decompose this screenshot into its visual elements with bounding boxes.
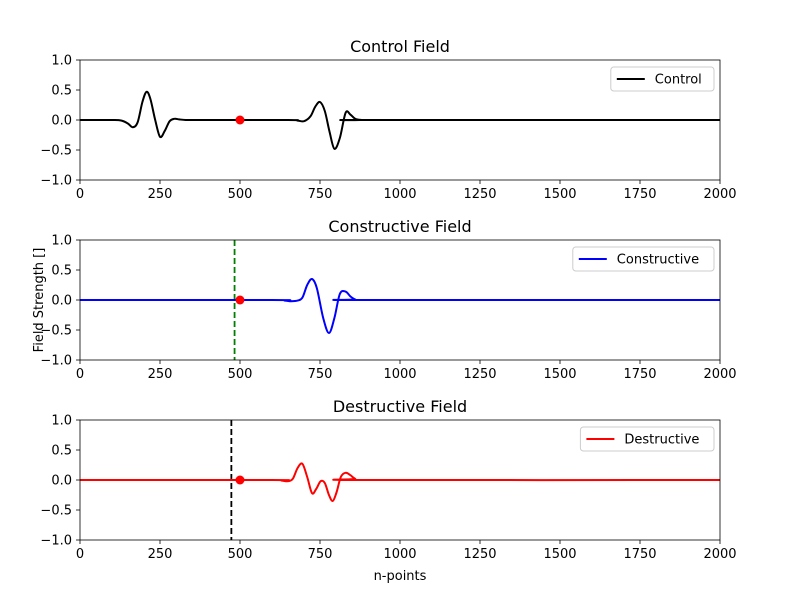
- x-tick-label: 750: [308, 187, 333, 202]
- x-tick-label: 1250: [463, 367, 496, 382]
- x-tick-label: 1500: [543, 187, 576, 202]
- x-tick-label: 1750: [623, 547, 656, 562]
- x-tick-label: 2000: [703, 187, 736, 202]
- y-tick-label: 0.5: [51, 84, 72, 99]
- legend-label: Destructive: [624, 433, 699, 448]
- data-point-marker: [235, 475, 245, 485]
- legend-label: Constructive: [617, 253, 699, 268]
- data-point-marker: [235, 115, 245, 125]
- subplot-title: Destructive Field: [333, 397, 467, 416]
- x-tick-label: 2000: [703, 547, 736, 562]
- x-tick-label: 1000: [383, 187, 416, 202]
- x-tick-label: 250: [148, 187, 173, 202]
- axes-frame: [79, 419, 721, 541]
- x-tick-label: 500: [228, 367, 253, 382]
- x-tick-label: 1000: [383, 367, 416, 382]
- legend: Destructive: [579, 426, 715, 452]
- x-tick-label: 250: [148, 547, 173, 562]
- y-tick-label: 0.5: [51, 444, 72, 459]
- legend-box: [579, 426, 715, 452]
- legend: Constructive: [572, 246, 715, 272]
- x-tick-label: 0: [76, 367, 84, 382]
- axes-frame: [79, 59, 721, 181]
- subplot-2: Constructive Field 0 250 500 750 1000 1250 1500…: [40, 217, 736, 382]
- series-line-control: [79, 90, 720, 150]
- y-tick-label: 1.0: [51, 54, 72, 69]
- y-tick-label: −1.0: [40, 174, 72, 189]
- shared-ylabel: Field Strength []: [32, 248, 47, 353]
- x-tick-label: 0: [76, 187, 84, 202]
- y-tick-label: −1.0: [40, 354, 72, 369]
- axes-frame: [79, 239, 721, 361]
- y-tick-label: −0.5: [40, 144, 72, 159]
- shared-xlabel: n-points: [374, 569, 427, 584]
- x-tick-label: 500: [228, 547, 253, 562]
- x-tick-label: 1750: [623, 187, 656, 202]
- x-tick-label: 750: [308, 367, 333, 382]
- x-tick-label: 750: [308, 547, 333, 562]
- x-tick-label: 1500: [543, 367, 576, 382]
- x-tick-label: 2000: [703, 367, 736, 382]
- data-point-marker: [235, 295, 245, 305]
- x-tick-label: 250: [148, 367, 173, 382]
- legend-box: [610, 66, 715, 92]
- x-tick-label: 1750: [623, 367, 656, 382]
- y-tick-label: −0.5: [40, 504, 72, 519]
- subplot-panels: Control Field 0 250 500 750 1000 1250 1500 1750 2…: [40, 37, 736, 562]
- series-line-destructive: [79, 462, 721, 503]
- legend: Control: [610, 66, 715, 92]
- subplot-3: Destructive Field 0 250 500 750 1000 1250 1500 1…: [40, 397, 736, 562]
- x-tick-label: 0: [76, 547, 84, 562]
- y-tick-label: −1.0: [40, 534, 72, 549]
- y-tick-label: 0.0: [51, 294, 72, 309]
- subplot-title: Constructive Field: [328, 217, 471, 236]
- legend-label: Control: [655, 73, 702, 88]
- y-tick-label: 1.0: [51, 414, 72, 429]
- subplot-title: Control Field: [350, 37, 450, 56]
- legend-box: [572, 246, 715, 272]
- series-line-constructive: [79, 277, 721, 334]
- x-tick-label: 1250: [463, 187, 496, 202]
- x-tick-label: 1500: [543, 547, 576, 562]
- x-tick-label: 1000: [383, 547, 416, 562]
- subplot-1: Control Field 0 250 500 750 1000 1250 1500 1750 2…: [40, 37, 736, 202]
- x-tick-label: 500: [228, 187, 253, 202]
- y-tick-label: 0.0: [51, 474, 72, 489]
- y-tick-label: 1.0: [51, 234, 72, 249]
- y-tick-label: 0.0: [51, 114, 72, 129]
- y-tick-label: 0.5: [51, 264, 72, 279]
- y-tick-label: −0.5: [40, 324, 72, 339]
- x-tick-label: 1250: [463, 547, 496, 562]
